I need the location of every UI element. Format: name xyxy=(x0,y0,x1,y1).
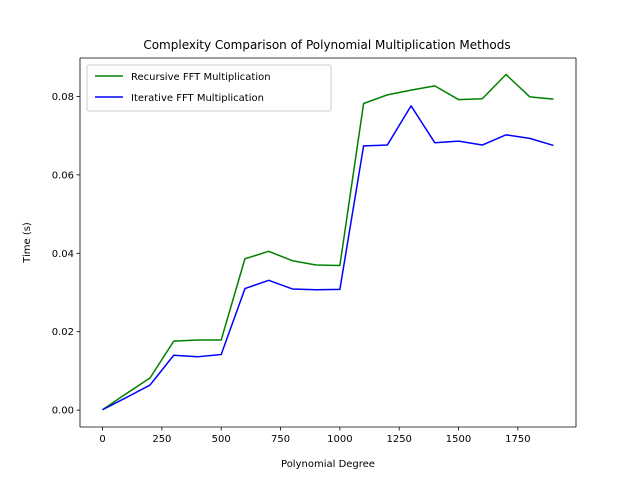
y-tick-label: 0.02 xyxy=(52,327,74,338)
x-axis-ticks: 0 250 500 750 1000 1250 1500 1750 xyxy=(99,427,531,445)
y-tick-label: 0.06 xyxy=(52,170,74,181)
legend: Recursive FFT Multiplication Iterative F… xyxy=(86,64,332,112)
x-axis-label: Polynomial Degree xyxy=(281,459,375,470)
y-tick-label: 0.04 xyxy=(52,249,74,260)
legend-label-recursive: Recursive FFT Multiplication xyxy=(131,72,271,83)
y-tick-label: 0.00 xyxy=(52,406,74,417)
x-tick-label: 1250 xyxy=(386,434,411,445)
legend-box xyxy=(86,64,332,112)
series-line-0 xyxy=(102,73,554,411)
x-tick-label: 1500 xyxy=(446,434,471,445)
x-tick-label: 0 xyxy=(99,434,105,445)
x-tick-label: 750 xyxy=(271,434,290,445)
axes-frame xyxy=(79,57,577,428)
plot-area: 0 250 500 750 1000 1250 1500 1750 0.000.020.040… xyxy=(52,57,577,445)
series-line-1 xyxy=(102,105,554,411)
x-tick-label: 1750 xyxy=(505,434,530,445)
x-tick-label: 500 xyxy=(212,434,231,445)
legend-label-iterative: Iterative FFT Multiplication xyxy=(131,93,264,104)
y-axis-ticks: 0.00 0.02 0.04 0.06 0.08 xyxy=(52,92,80,417)
plot-frame xyxy=(80,58,576,427)
y-tick-label: 0.08 xyxy=(52,92,74,103)
y-axis-label: Time (s) xyxy=(22,222,33,264)
x-tick-label: 1000 xyxy=(327,434,352,445)
x-tick-label: 250 xyxy=(152,434,171,445)
series-layer xyxy=(102,73,554,411)
chart-title: Complexity Comparison of Polynomial Mult… xyxy=(143,38,510,52)
